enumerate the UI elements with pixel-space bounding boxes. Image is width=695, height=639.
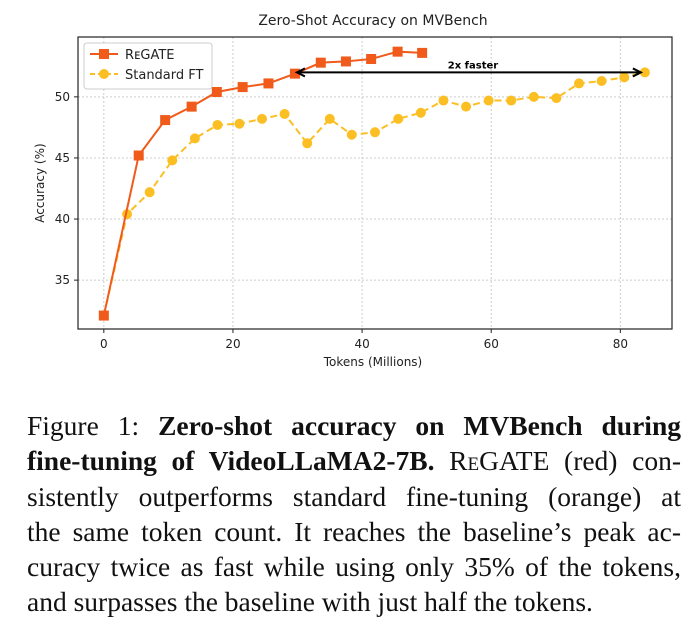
- standard-ft-point: [302, 138, 313, 149]
- y-tick-label: 35: [55, 273, 70, 287]
- standard-ft-point: [370, 127, 380, 138]
- arrowhead-left-icon: [294, 67, 306, 78]
- standard-ft-point: [324, 113, 335, 124]
- x-tick-label: 80: [613, 337, 628, 351]
- standard-ft-point: [144, 187, 155, 198]
- caption-line-5: curacy twice as fast while using only 35…: [27, 551, 681, 583]
- regate-point: [366, 53, 377, 64]
- standard-ft-point: [257, 113, 268, 124]
- regate-point: [392, 46, 403, 57]
- caption-line-3: sistently outperforms standard fine-tuni…: [27, 480, 681, 512]
- standard-ft-point: [234, 118, 245, 129]
- x-axis-label: Tokens (Millions): [323, 355, 422, 369]
- standard-ft-point: [574, 78, 585, 89]
- caption-method-name: ReGATE: [434, 445, 550, 477]
- y-tick-label: 45: [55, 151, 70, 165]
- y-tick-label: 40: [55, 212, 70, 226]
- standard-ft-point: [483, 95, 494, 106]
- regate-point: [186, 101, 197, 112]
- legend-standard-marker: [99, 69, 109, 79]
- legend-regate-marker: [99, 49, 109, 59]
- standard-ft-point: [279, 108, 290, 119]
- legend-regate-label: RᴇGATE: [125, 48, 175, 63]
- standard-ft-point: [639, 67, 650, 78]
- legend-standard-label: Standard FT: [125, 68, 204, 83]
- standard-ft-point: [346, 129, 357, 140]
- standard-ft-point: [167, 155, 178, 166]
- caption-bold-title-cont: fine-tuning of VideoLLaMA2-7B.: [27, 445, 435, 477]
- standard-ft-point: [619, 72, 630, 83]
- caption-bold-title: Zero-shot accuracy on MVBench during: [158, 410, 681, 441]
- regate-point: [340, 56, 351, 67]
- x-tick-label: 0: [100, 337, 108, 351]
- standard-ft-point: [415, 107, 426, 118]
- standard-ft-point: [461, 101, 472, 112]
- standard-ft-point: [506, 95, 517, 106]
- y-axis-label: Accuracy (%): [33, 143, 47, 222]
- regate-point: [263, 78, 274, 89]
- plot-frame: [77, 36, 673, 330]
- regate-point: [211, 86, 222, 97]
- standard-ft-point: [189, 133, 200, 144]
- accuracy-chart: Zero-Shot Accuracy on MVBench 0 20 40 60 80 3…: [33, 13, 673, 369]
- regate-point: [98, 310, 109, 321]
- chart-title: Zero-Shot Accuracy on MVBench: [258, 13, 487, 29]
- regate-point: [133, 150, 144, 161]
- caption-line-2: fine-tuning of VideoLLaMA2-7B. ReGATE (r…: [27, 443, 681, 478]
- x-tick-label: 60: [484, 337, 499, 351]
- y-tick-label: 50: [55, 90, 70, 104]
- standard-ft-point: [393, 113, 404, 124]
- caption-line-1: Figure 1: Zero-shot accuracy on MVBench …: [27, 408, 681, 443]
- x-tick-label: 40: [354, 337, 369, 351]
- standard-ft-point: [528, 91, 539, 102]
- standard-ft-point: [438, 95, 449, 106]
- regate-point: [315, 57, 326, 68]
- arrowhead-right-icon: [632, 67, 644, 78]
- regate-point: [289, 68, 300, 79]
- regate-line: [102, 50, 423, 316]
- caption-line-4: the same token count. It reaches the bas…: [27, 515, 681, 547]
- standard-ft-point: [596, 75, 607, 86]
- caption-figure-label: Figure 1:: [27, 410, 159, 441]
- standard-ft-point: [212, 119, 223, 130]
- caption-text: (red) con-: [549, 445, 681, 477]
- standard-ft-point: [551, 93, 562, 104]
- x-tick-label: 20: [225, 337, 240, 351]
- regate-point: [160, 115, 171, 126]
- annotation-label: 2x faster: [448, 60, 499, 71]
- caption-line-6: and surpasses the baseline with just hal…: [27, 586, 593, 618]
- regate-point: [417, 47, 428, 58]
- legend: RᴇGATE Standard FT: [83, 42, 213, 90]
- figure-caption: Figure 1: Zero-shot accuracy on MVBench …: [27, 408, 681, 620]
- regate-point: [237, 82, 248, 93]
